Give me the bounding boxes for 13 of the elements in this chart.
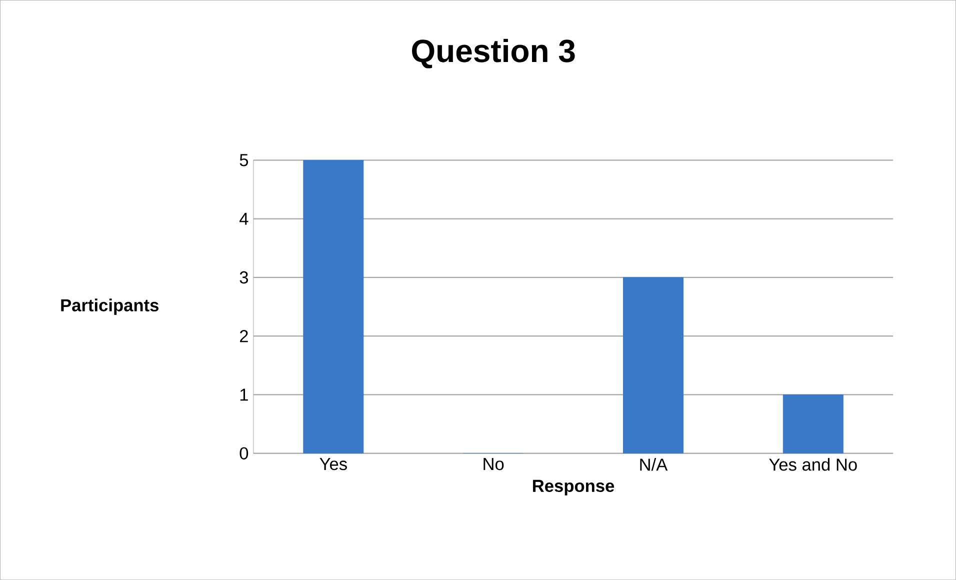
x-tick-label: Yes and No [769,458,857,471]
y-tick-label: 3 [240,271,248,284]
x-tick-label: N/A [640,458,668,471]
y-tick-label: 2 [240,330,248,342]
chart-title: Question 3 [412,38,575,68]
x-axis-title: Response [533,480,614,496]
x-tick-label: Yes [320,458,347,470]
y-axis-title: Participants [61,298,158,315]
y-tick-label: 5 [240,154,248,166]
y-tick-label: 4 [240,212,248,225]
y-tick-label: 0 [240,447,248,460]
x-tick-label: No [484,458,504,470]
y-tick-label: 1 [240,388,248,401]
